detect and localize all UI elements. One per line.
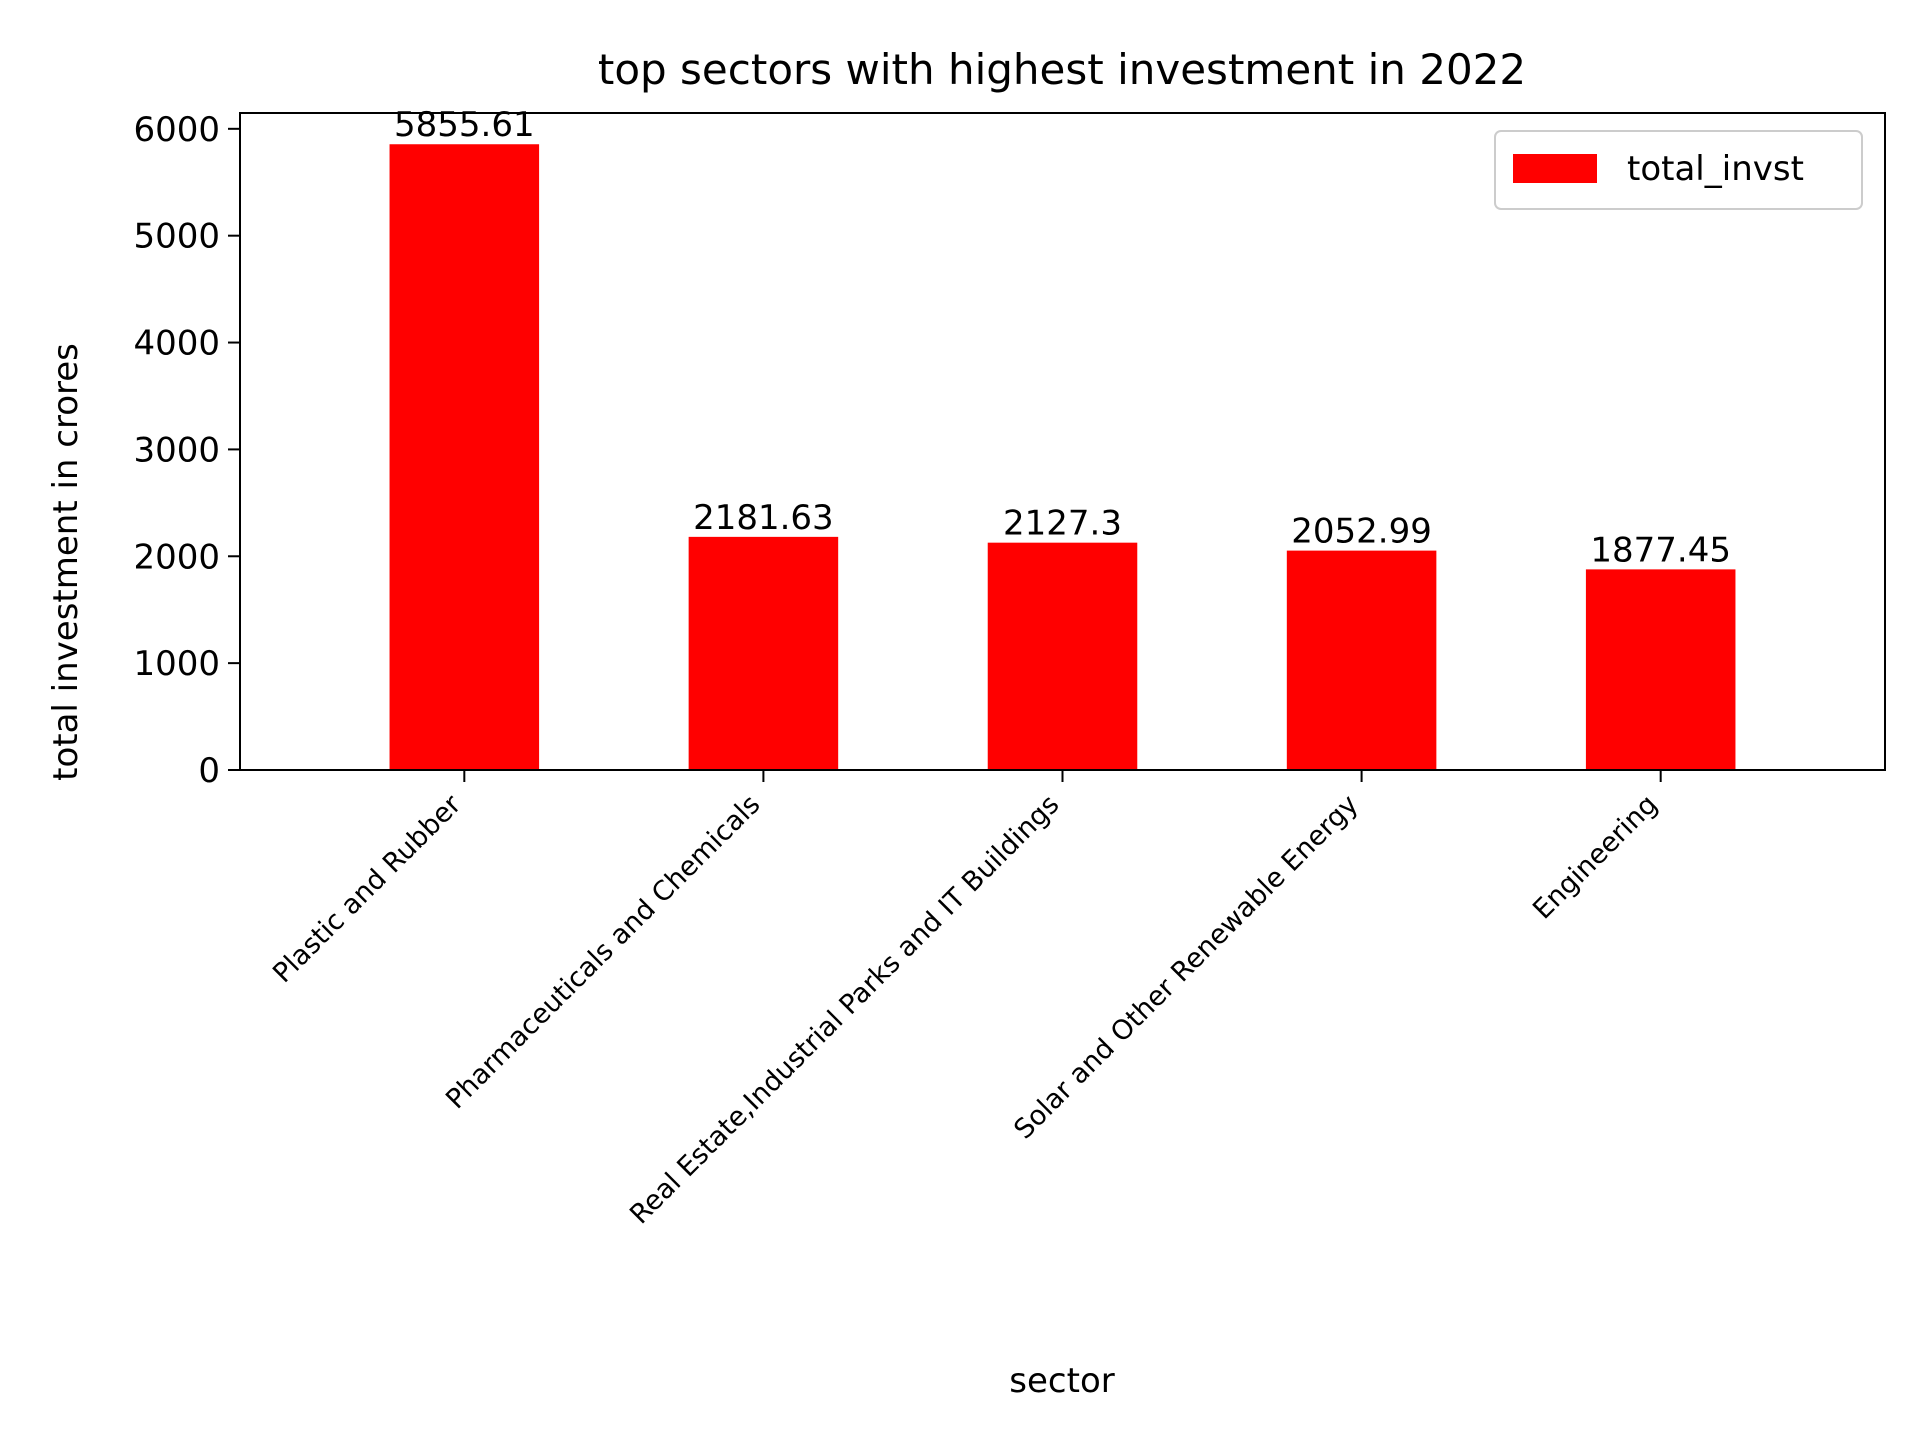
bar-value-label: 1877.45 [1590,530,1731,570]
legend-swatch [1513,154,1597,183]
bar-value-label: 2127.3 [1003,504,1122,544]
y-tick-label: 0 [198,751,220,791]
bar [688,536,839,770]
bar [1286,550,1437,770]
y-tick-label: 4000 [133,324,220,364]
bar-value-label: 2181.63 [693,498,834,538]
y-axis-label: total investment in crores [46,343,86,781]
bar-value-label: 5855.61 [394,105,535,145]
bars-group: 5855.61 2181.63 2127.3 2052.99 1877.45 [389,105,1736,770]
legend: total_invst [1494,130,1863,210]
legend-box [1494,130,1863,210]
plot-frame [239,112,1886,771]
bar [987,542,1138,770]
y-axis: 0 1000 2000 3000 4000 5000 6000 [133,110,240,791]
y-tick-label: 5000 [133,217,220,257]
x-axis-label: sector [1009,1361,1114,1401]
chart-title: top sectors with highest investment in 2… [598,45,1526,94]
bar [389,144,540,770]
y-tick-label: 2000 [133,537,220,577]
y-tick-label: 6000 [133,110,220,150]
bar-value-label: 2052.99 [1291,512,1432,552]
y-tick-label: 1000 [133,644,220,684]
y-tick-label: 3000 [133,430,220,470]
bar [1585,569,1736,770]
legend-label: total_invst [1627,149,1804,189]
